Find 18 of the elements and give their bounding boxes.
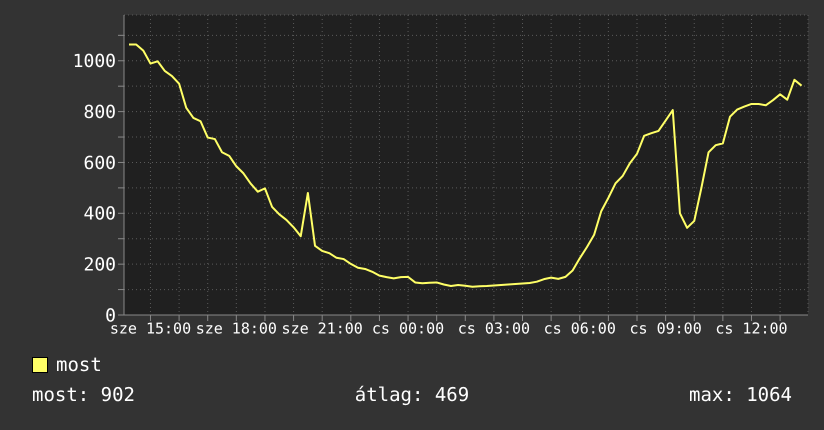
y-tick-label: 600	[83, 152, 116, 174]
legend-label: most	[56, 354, 102, 376]
text: most: 902	[32, 384, 135, 406]
y-tick-label: 400	[83, 204, 116, 225]
x-tick-label: cs 09:00	[629, 320, 702, 338]
x-tick-label: cs 06:00	[544, 320, 616, 338]
x-tick-label: cs 03:00	[458, 320, 530, 338]
y-tick-label: 200	[83, 254, 116, 276]
text: max: 1064	[689, 384, 792, 406]
x-tick-label: cs 00:00	[372, 320, 444, 338]
x-tick-label: sze 18:00	[196, 320, 277, 338]
text: átlag: 469	[354, 384, 470, 406]
y-tick-label: 0	[105, 305, 116, 326]
x-tick-label: sze 21:00	[282, 320, 363, 338]
x-tick-label: cs 12:00	[715, 320, 788, 338]
y-tick-label: 800	[83, 102, 116, 123]
line-series	[128, 43, 803, 288]
y-tick-label: 1000	[72, 51, 116, 72]
